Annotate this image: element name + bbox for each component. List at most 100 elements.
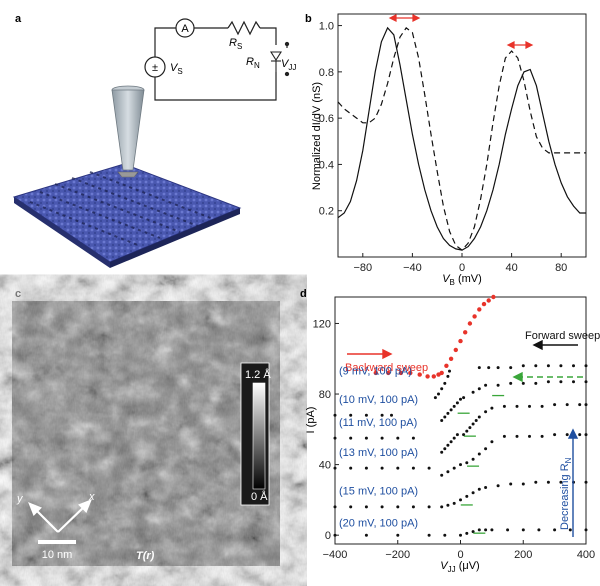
- forward-point: [455, 401, 459, 405]
- forward-point: [521, 482, 525, 486]
- condition-label: (10 mV, 100 pA): [339, 394, 418, 406]
- forward-point: [496, 484, 500, 488]
- forward-point: [446, 443, 450, 447]
- forward-point: [553, 528, 557, 532]
- forward-point: [477, 415, 481, 419]
- condition-label: (15 mV, 100 pA): [339, 486, 418, 498]
- backward-arrow: [347, 348, 393, 360]
- forward-point: [468, 426, 472, 430]
- backward-point: [417, 372, 422, 377]
- backward-point: [458, 338, 463, 344]
- y-tick-label: 0: [325, 530, 331, 542]
- backward-label: Backward sweep: [345, 362, 428, 374]
- forward-point: [396, 505, 400, 509]
- forward-point: [396, 466, 400, 470]
- vjj-label: VJJ: [281, 58, 296, 72]
- forward-point: [471, 457, 475, 461]
- y-tick-label: 120: [313, 318, 331, 330]
- forward-point: [396, 436, 400, 440]
- forward-point: [578, 403, 582, 407]
- green-arrow: [512, 371, 583, 383]
- shift-arrow-left: [388, 14, 421, 22]
- forward-point: [521, 381, 525, 385]
- decreasing-arrow: [567, 428, 579, 537]
- forward-point: [490, 440, 494, 444]
- rn-label: RN: [246, 56, 260, 70]
- colorbar: 1.2 Å 0 Å: [240, 362, 271, 506]
- forward-point: [440, 473, 444, 477]
- panel-b-letter: b: [305, 13, 312, 25]
- source-sign: ±: [152, 62, 158, 74]
- forward-point: [364, 533, 368, 537]
- forward-point: [452, 501, 456, 505]
- backward-point: [398, 370, 404, 376]
- forward-point: [364, 505, 368, 509]
- forward-point: [452, 466, 456, 470]
- forward-point: [572, 380, 575, 384]
- colorbar-max: 1.2 Å: [245, 368, 271, 381]
- forward-point: [584, 480, 588, 484]
- forward-point: [484, 528, 488, 532]
- forward-point: [333, 505, 337, 509]
- backward-point: [373, 370, 378, 376]
- forward-point: [364, 413, 368, 417]
- forward-point: [452, 436, 456, 440]
- forward-point: [484, 383, 488, 387]
- forward-point: [528, 404, 531, 408]
- forward-point: [452, 404, 456, 408]
- forward-point: [534, 364, 538, 368]
- plot-d-axes: −400 −200 0 200 400 0 40 80 120: [313, 318, 596, 561]
- forward-point: [484, 447, 488, 451]
- forward-point: [584, 433, 588, 437]
- sample-surface: [12, 163, 242, 268]
- forward-point: [427, 466, 431, 470]
- forward-point: [462, 433, 466, 437]
- forward-point: [446, 470, 450, 474]
- forward-point: [553, 403, 557, 407]
- backward-point: [463, 330, 468, 335]
- forward-point: [521, 364, 525, 368]
- forward-point: [565, 403, 569, 407]
- ammeter-icon: A: [175, 18, 195, 38]
- y-tick-label: 0.2: [319, 206, 334, 218]
- y-tick-label: 40: [319, 460, 331, 472]
- backward-point: [448, 356, 454, 361]
- x-tick-label: 200: [514, 549, 532, 561]
- condition-label: (20 mV, 100 pA): [339, 517, 418, 529]
- forward-point: [572, 364, 575, 368]
- condition-label: (11 mV, 100 pA): [339, 417, 417, 429]
- forward-point: [521, 528, 525, 532]
- forward-point: [440, 387, 444, 391]
- plot-d-xlabel: VJJ (μV): [440, 560, 479, 574]
- forward-point: [471, 530, 475, 534]
- forward-point: [477, 487, 481, 491]
- forward-point: [477, 366, 481, 370]
- backward-point: [481, 301, 487, 307]
- forward-point: [459, 463, 462, 467]
- forward-point: [443, 381, 447, 385]
- forward-point: [484, 410, 488, 414]
- forward-point: [487, 366, 491, 370]
- y-tick-label: 0.8: [319, 67, 334, 79]
- forward-point: [546, 380, 550, 384]
- forward-point: [490, 406, 494, 410]
- forward-point: [446, 411, 450, 415]
- forward-point: [390, 413, 393, 417]
- forward-point: [515, 434, 519, 438]
- crystal-axes-icon: [28, 499, 92, 533]
- forward-point: [537, 528, 541, 532]
- forward-point: [509, 482, 513, 486]
- forward-point: [509, 381, 513, 385]
- forward-point: [380, 436, 384, 440]
- x-tick-label: −400: [323, 549, 348, 561]
- junction-icon: [270, 41, 290, 77]
- x-tick-label: 0: [459, 262, 465, 274]
- forward-arrow: [532, 339, 578, 351]
- x-tick-label: −200: [385, 549, 410, 561]
- panel-a: a A ± RS VS RN VJJ: [12, 13, 296, 268]
- forward-point: [349, 505, 353, 509]
- forward-point: [496, 366, 500, 370]
- backward-point: [425, 374, 430, 379]
- forward-point: [433, 396, 437, 400]
- forward-point: [449, 440, 453, 444]
